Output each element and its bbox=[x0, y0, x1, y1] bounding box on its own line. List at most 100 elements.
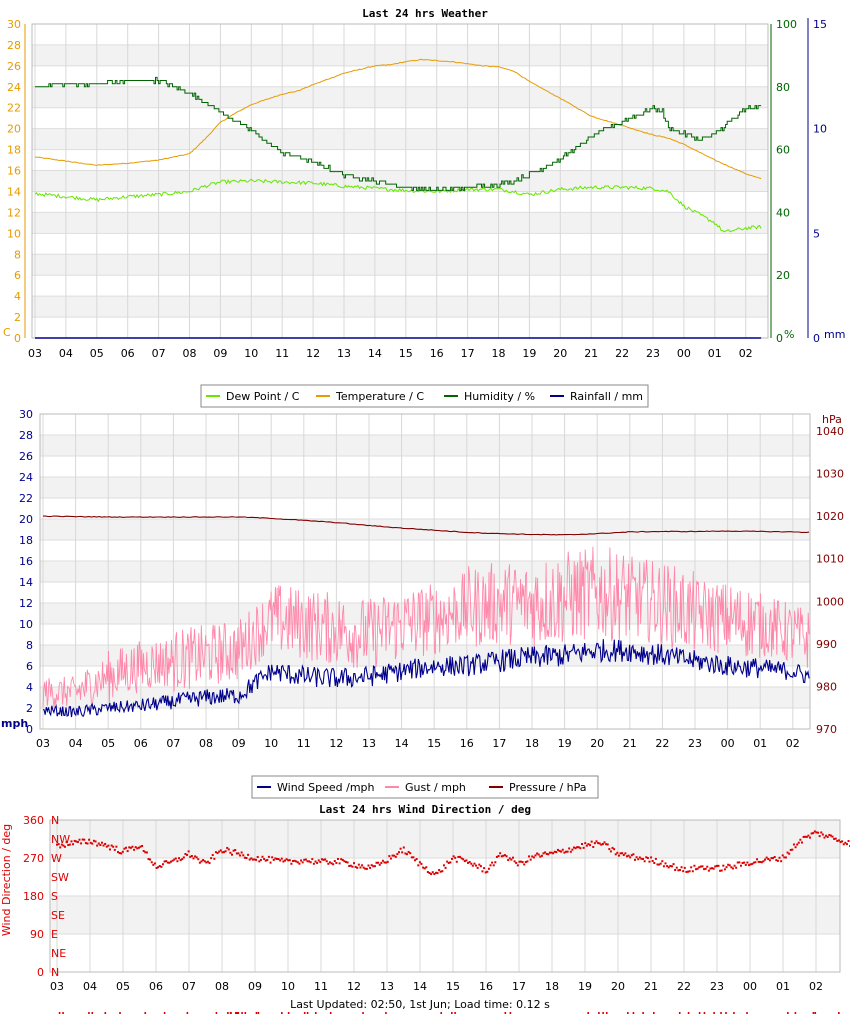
direction-point bbox=[603, 841, 606, 844]
series-humidity bbox=[35, 76, 762, 191]
direction-point bbox=[275, 857, 278, 860]
direction-point bbox=[606, 843, 609, 846]
grid-band bbox=[32, 254, 768, 276]
direction-point bbox=[800, 841, 803, 844]
speed-unit-label: mph bbox=[1, 717, 28, 730]
direction-point bbox=[712, 867, 715, 870]
direction-point bbox=[210, 857, 213, 860]
compass-label: N bbox=[51, 814, 59, 827]
direction-point bbox=[791, 848, 794, 851]
direction-point bbox=[320, 858, 323, 861]
direction-point bbox=[386, 860, 389, 863]
x-tick-label: 17 bbox=[512, 980, 526, 993]
direction-point bbox=[166, 861, 169, 864]
direction-point bbox=[292, 859, 295, 862]
direction-point bbox=[72, 843, 75, 846]
direction-rug-mark bbox=[91, 1012, 94, 1014]
direction-point bbox=[279, 859, 282, 862]
direction-point bbox=[394, 855, 397, 858]
direction-point bbox=[296, 861, 299, 864]
direction-point bbox=[560, 850, 563, 853]
x-tick-label: 04 bbox=[69, 737, 83, 750]
humidity-tick-label: 80 bbox=[776, 81, 790, 94]
direction-point bbox=[672, 863, 675, 866]
direction-point bbox=[60, 843, 63, 846]
direction-rug-mark bbox=[787, 1012, 789, 1014]
x-tick-label: 16 bbox=[460, 737, 474, 750]
direction-point bbox=[362, 866, 365, 869]
direction-point bbox=[470, 862, 473, 865]
temp-tick-label: 22 bbox=[7, 102, 21, 115]
direction-point bbox=[118, 852, 121, 855]
direction-point bbox=[593, 842, 596, 845]
direction-point bbox=[168, 861, 171, 864]
direction-point bbox=[510, 858, 513, 861]
direction-point bbox=[497, 854, 500, 857]
direction-point bbox=[534, 854, 537, 857]
direction-point bbox=[709, 867, 712, 870]
direction-rug-mark bbox=[720, 1012, 722, 1014]
direction-point bbox=[783, 856, 786, 859]
direction-point bbox=[825, 834, 828, 837]
direction-point bbox=[507, 859, 510, 862]
x-tick-label: 11 bbox=[297, 737, 311, 750]
compass-label: N bbox=[51, 966, 59, 979]
grid-band bbox=[40, 435, 810, 456]
direction-point bbox=[781, 854, 784, 857]
direction-point bbox=[720, 869, 723, 872]
direction-point bbox=[348, 864, 351, 867]
plot-frame bbox=[39, 413, 811, 730]
direction-point bbox=[842, 843, 845, 846]
temp-tick-label: 8 bbox=[14, 248, 21, 261]
direction-point bbox=[735, 866, 738, 869]
direction-point bbox=[73, 839, 76, 842]
direction-point bbox=[797, 841, 800, 844]
x-tick-label: 21 bbox=[644, 980, 658, 993]
direction-point bbox=[335, 861, 338, 864]
direction-point bbox=[529, 858, 532, 861]
grid-band bbox=[32, 86, 768, 108]
direction-point bbox=[136, 847, 139, 850]
direction-point bbox=[545, 852, 548, 855]
x-tick-label: 04 bbox=[59, 347, 73, 360]
direction-point bbox=[242, 854, 245, 857]
direction-point bbox=[813, 830, 816, 833]
direction-point bbox=[725, 866, 728, 869]
x-tick-label: 22 bbox=[615, 347, 629, 360]
humidity-tick-label: 100 bbox=[776, 18, 797, 31]
direction-point bbox=[844, 841, 847, 844]
direction-point bbox=[354, 865, 357, 868]
direction-point bbox=[197, 858, 200, 861]
x-tick-label: 19 bbox=[522, 347, 536, 360]
x-tick-label: 07 bbox=[182, 980, 196, 993]
direction-rug-mark bbox=[119, 1012, 121, 1014]
direction-point bbox=[544, 851, 547, 854]
direction-point bbox=[574, 847, 577, 850]
temp-unit-label: C bbox=[3, 326, 11, 339]
direction-point bbox=[786, 851, 789, 854]
direction-point bbox=[450, 857, 453, 860]
direction-point bbox=[688, 870, 691, 873]
direction-point bbox=[731, 867, 734, 870]
direction-point bbox=[160, 865, 163, 868]
rain-tick-label: 0 bbox=[813, 332, 820, 345]
direction-point bbox=[76, 841, 79, 844]
x-tick-label: 09 bbox=[248, 980, 262, 993]
direction-point bbox=[287, 859, 290, 862]
direction-point bbox=[248, 858, 251, 861]
direction-point bbox=[696, 867, 699, 870]
direction-point bbox=[328, 861, 331, 864]
direction-point bbox=[409, 852, 412, 855]
temp-tick-label: 28 bbox=[7, 39, 21, 52]
direction-point bbox=[836, 839, 839, 842]
direction-point bbox=[635, 856, 638, 859]
direction-rug-mark bbox=[598, 1012, 600, 1014]
direction-point bbox=[670, 865, 673, 868]
direction-point bbox=[794, 846, 797, 849]
direction-point bbox=[640, 857, 643, 860]
x-tick-label: 14 bbox=[413, 980, 427, 993]
pressure-tick-label: 1030 bbox=[816, 468, 844, 481]
direction-point bbox=[494, 861, 497, 864]
direction-point bbox=[120, 852, 123, 855]
direction-point bbox=[213, 857, 216, 860]
